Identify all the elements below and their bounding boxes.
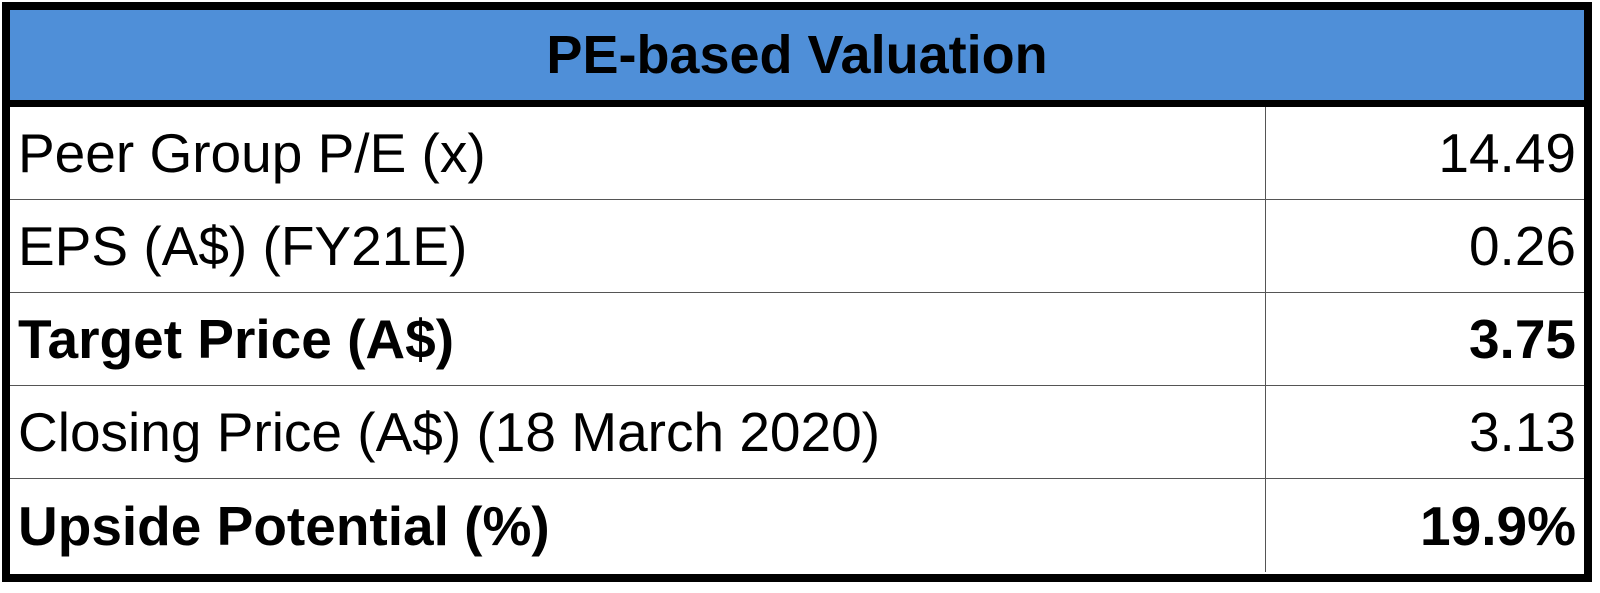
row-value: 3.13 [1468,401,1576,463]
row-label: Closing Price (A$) (18 March 2020) [10,386,1266,478]
row-value: 3.75 [1468,308,1576,370]
row-value: 19.9% [1420,494,1576,557]
valuation-table: PE-based Valuation Peer Group P/E (x) 14… [2,2,1592,582]
table-row: EPS (A$) (FY21E) 0.26 [10,200,1584,293]
table-row: Target Price (A$) 3.75 [10,293,1584,386]
row-label: Target Price (A$) [10,293,1266,385]
table-title: PE-based Valuation [10,10,1584,107]
row-value: 14.49 [1438,122,1576,184]
row-label: Upside Potential (%) [10,479,1266,572]
row-value: 0.26 [1468,215,1576,277]
row-label: Peer Group P/E (x) [10,107,1266,199]
row-label: EPS (A$) (FY21E) [10,200,1266,292]
table-row: Upside Potential (%) 19.9% [10,479,1584,572]
table-row: Peer Group P/E (x) 14.49 [10,107,1584,200]
table-row: Closing Price (A$) (18 March 2020) 3.13 [10,386,1584,479]
